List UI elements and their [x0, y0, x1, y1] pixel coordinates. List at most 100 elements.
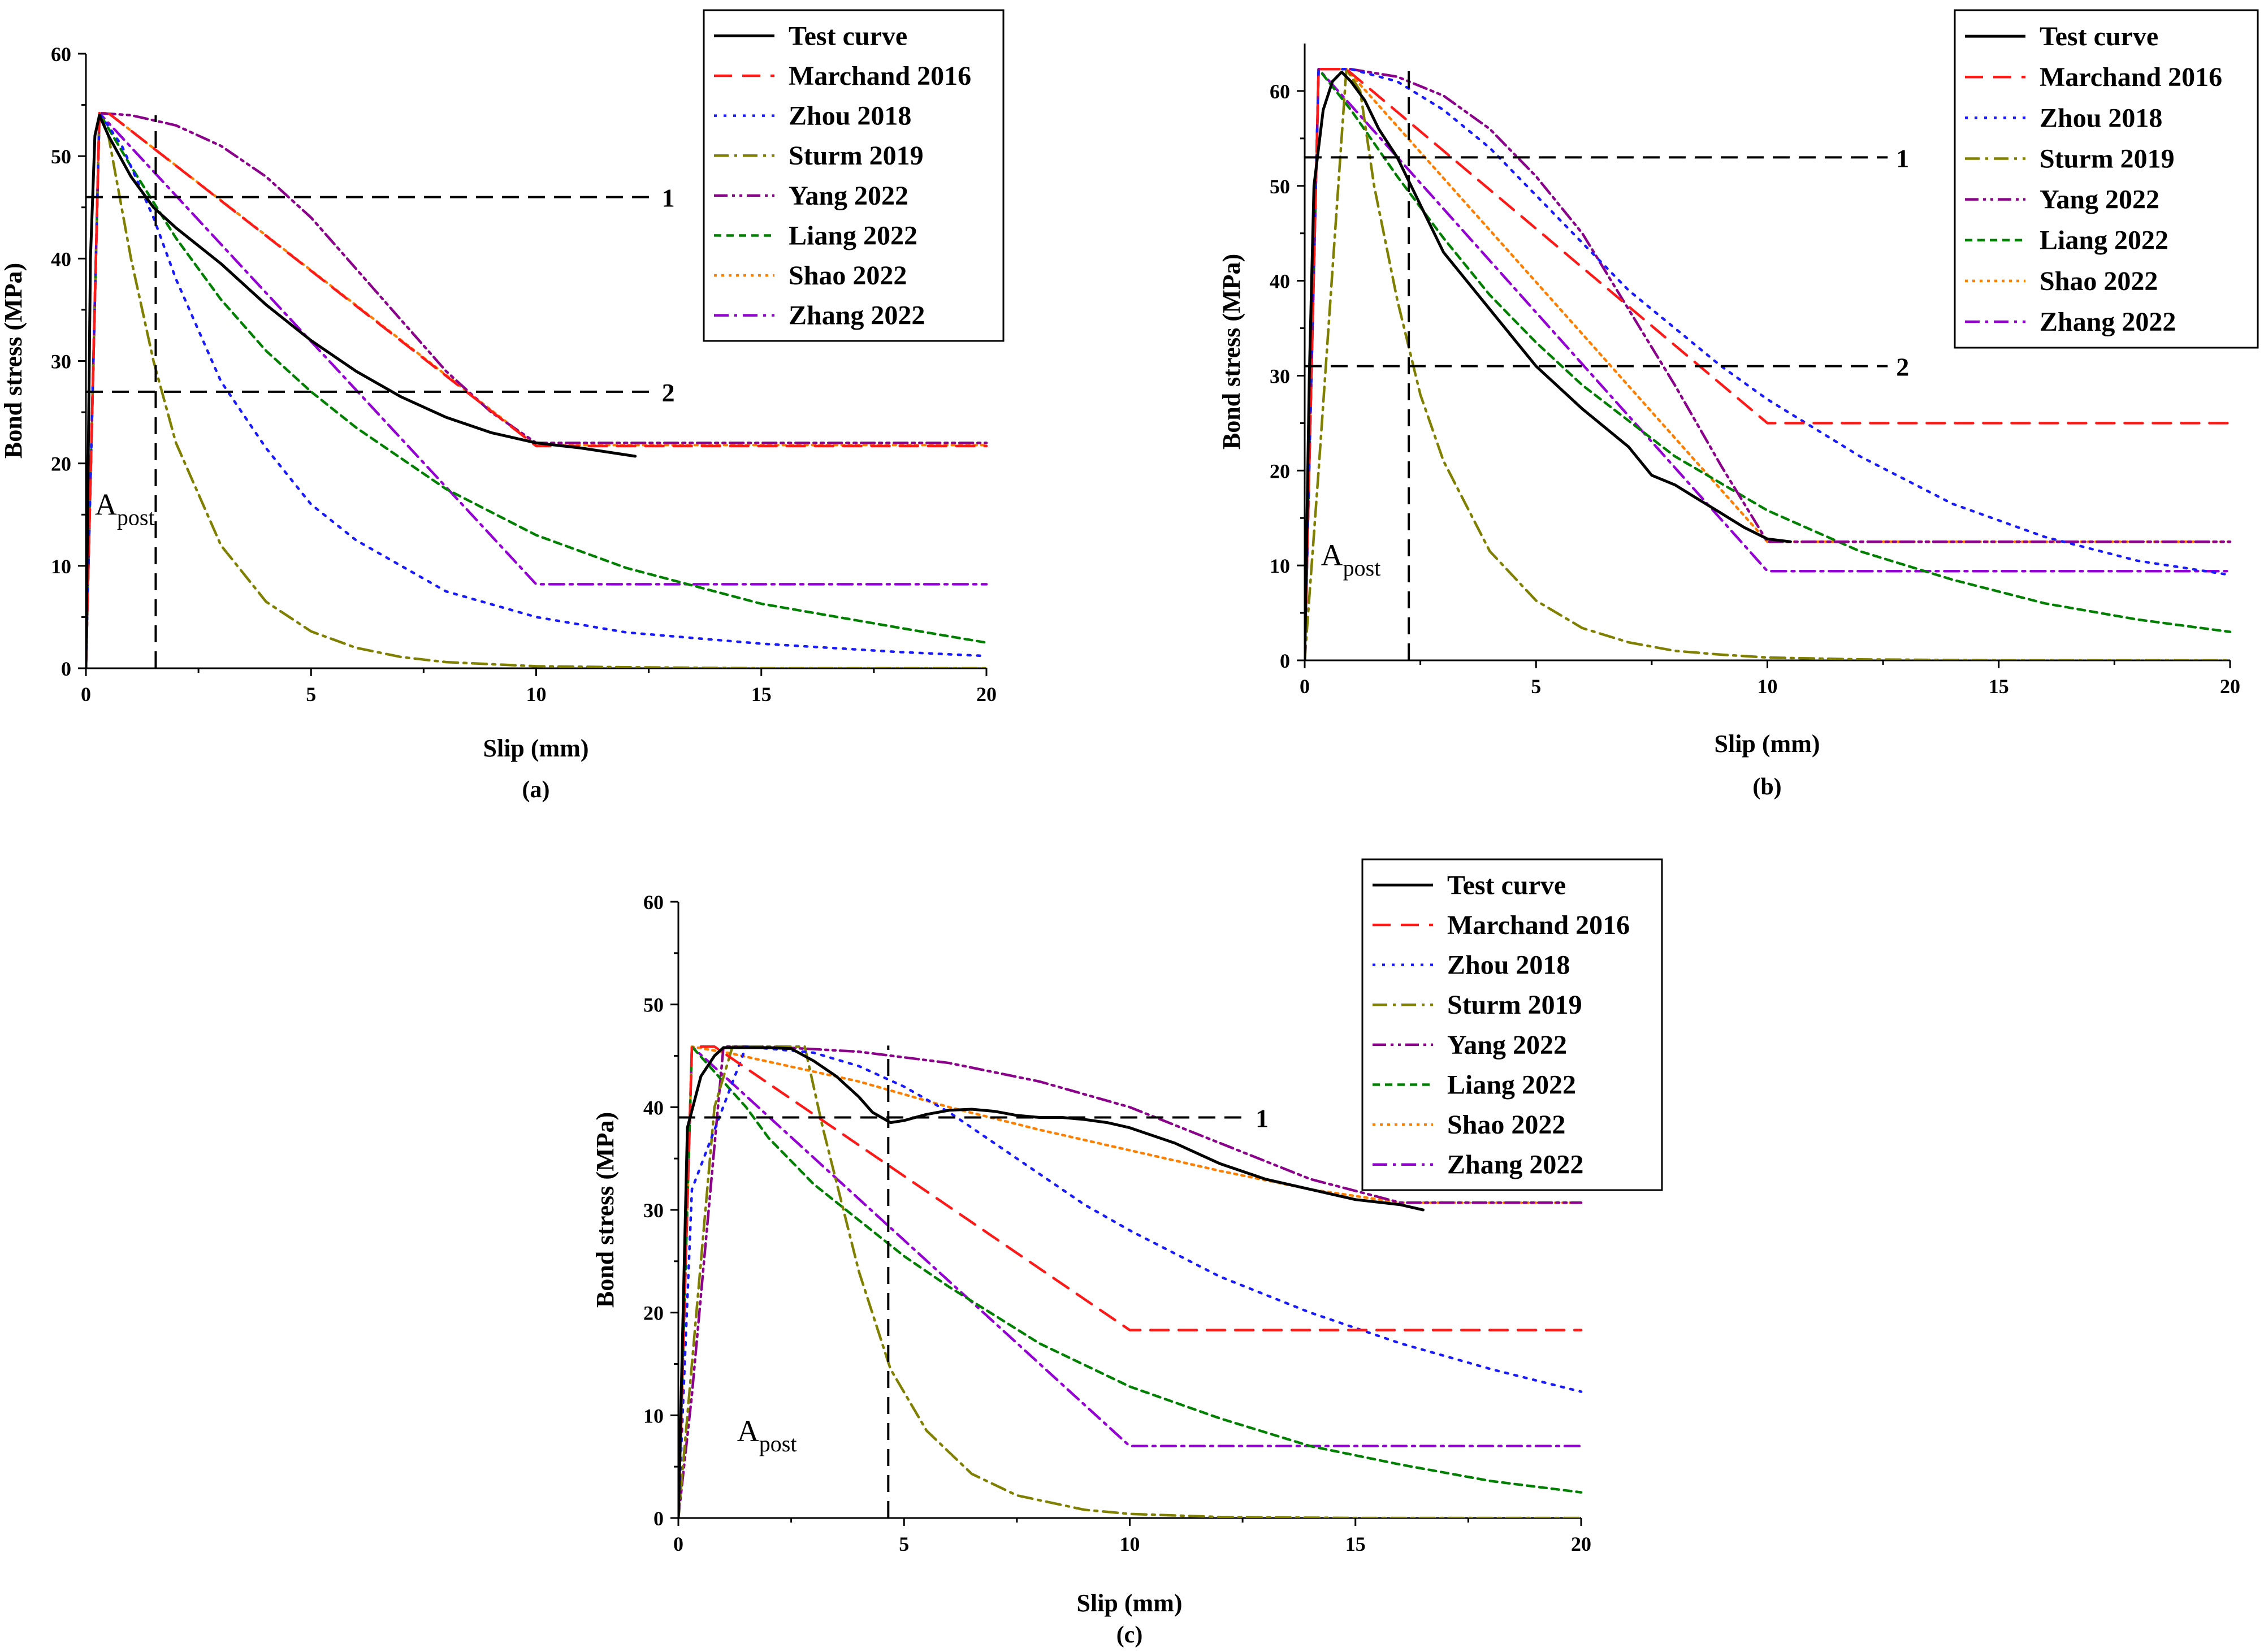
y-tick-label: 40 [1270, 270, 1290, 293]
series-test-curve [86, 114, 637, 668]
legend-label: Test curve [789, 21, 907, 51]
series-zhou-2018 [1305, 68, 2232, 660]
x-tick-label: 20 [2220, 675, 2240, 698]
chart-panel-2: 0 5 10 15 20 0 10 20 30 40 50 60 Slip (mm) Bond stres… [1218, 9, 2259, 800]
series-group [678, 1045, 1583, 1518]
y-tick-label: 40 [643, 1096, 664, 1119]
apost-annotation: Apost [737, 1414, 797, 1456]
reference-line-label: 1 [1256, 1104, 1269, 1133]
x-tick-label: 15 [1345, 1533, 1366, 1555]
legend-label: Zhang 2022 [789, 301, 925, 331]
series-sturm-2019 [678, 1045, 1583, 1518]
x-tick-label: 5 [1531, 675, 1541, 698]
apost-annotation: Apost [95, 487, 155, 530]
legend-label: Liang 2022 [1447, 1070, 1576, 1100]
y-tick-label: 20 [51, 453, 71, 475]
legend-label: Zhou 2018 [2040, 103, 2162, 133]
x-tick-label: 0 [1300, 675, 1310, 698]
y-axis-label: Bond stress (MPa) [1218, 254, 1245, 449]
legend-label: Marchand 2016 [789, 61, 971, 91]
apost-main: A [95, 487, 117, 521]
apost-subscript: post [1343, 555, 1381, 581]
series-sturm-2019 [1305, 68, 2232, 660]
y-tick-label: 60 [643, 891, 664, 914]
apost-subscript: post [117, 504, 155, 530]
legend: Test curve Marchand 2016 Zhou 2018 Sturm 20… [703, 9, 1005, 342]
chart-panel-3: 0 5 10 15 20 0 10 20 30 40 50 60 Slip (mm) Bond stres… [591, 858, 1663, 1648]
x-tick-label: 20 [1571, 1533, 1591, 1555]
x-tick-label: 10 [1757, 675, 1778, 698]
legend-label: Yang 2022 [1447, 1030, 1567, 1060]
panel-label: (c) [1116, 1622, 1143, 1648]
legend-label: Liang 2022 [789, 220, 917, 250]
legend: Test curve Marchand 2016 Zhou 2018 Sturm 20… [1361, 858, 1663, 1191]
reference-line-label: 2 [1896, 353, 1909, 382]
legend-label: Zhang 2022 [1447, 1150, 1583, 1180]
x-axis-label: Slip (mm) [483, 734, 589, 762]
legend-box [703, 9, 1005, 342]
series-test-curve [678, 1046, 1425, 1518]
series-yang-2022 [678, 1045, 1583, 1518]
legend-label: Yang 2022 [789, 181, 908, 211]
series-marchand-2016 [86, 111, 988, 668]
reference-line-label: 1 [662, 184, 675, 213]
x-axis-label: Slip (mm) [1715, 730, 1820, 758]
apost-annotation: Apost [1321, 538, 1381, 581]
panel-label: (b) [1752, 774, 1781, 800]
series-liang-2022 [678, 1045, 1583, 1518]
apost-subscript: post [759, 1431, 797, 1456]
x-tick-label: 5 [306, 683, 316, 706]
legend-label: Shao 2022 [1447, 1110, 1565, 1140]
legend-label: Sturm 2019 [2040, 144, 2175, 174]
y-tick-label: 0 [653, 1507, 664, 1530]
series-zhou-2018 [678, 1045, 1583, 1518]
apost-main: A [1321, 538, 1343, 572]
y-tick-label: 0 [1280, 650, 1290, 672]
x-tick-label: 15 [751, 683, 772, 706]
legend-label: Marchand 2016 [1447, 910, 1630, 940]
y-tick-label: 60 [51, 43, 71, 66]
legend-label: Test curve [1447, 870, 1566, 900]
y-tick-label: 20 [643, 1302, 664, 1325]
apost-main: A [737, 1414, 759, 1448]
x-tick-label: 5 [899, 1533, 909, 1555]
chart-panel-1: 0 5 10 15 20 0 10 20 30 40 50 60 Slip (mm) Bond stres… [0, 9, 1005, 803]
series-marchand-2016 [678, 1045, 1583, 1518]
y-tick-label: 50 [51, 145, 71, 168]
legend-label: Marchand 2016 [2040, 62, 2222, 92]
panel-label: (a) [522, 777, 550, 803]
series-liang-2022 [1305, 68, 2232, 660]
y-axis-label: Bond stress (MPa) [591, 1112, 619, 1308]
legend-label: Test curve [2040, 21, 2158, 51]
legend-box [1361, 858, 1663, 1191]
y-tick-label: 10 [1270, 555, 1290, 577]
y-tick-label: 40 [51, 248, 71, 270]
legend-label: Zhou 2018 [789, 101, 911, 131]
series-zhang-2022 [86, 111, 988, 668]
legend-box [1954, 9, 2259, 349]
y-tick-label: 50 [1270, 175, 1290, 198]
series-group [86, 111, 988, 668]
y-tick-label: 30 [1270, 365, 1290, 387]
y-tick-label: 10 [643, 1404, 664, 1427]
legend-label: Sturm 2019 [1447, 990, 1582, 1020]
x-tick-label: 0 [81, 683, 91, 706]
legend-label: Liang 2022 [2040, 226, 2168, 256]
y-tick-label: 30 [643, 1199, 664, 1222]
x-tick-label: 20 [976, 683, 997, 706]
legend: Test curve Marchand 2016 Zhou 2018 Sturm 20… [1954, 9, 2259, 349]
series-group [1305, 68, 2232, 660]
series-test-curve [1305, 70, 1792, 660]
x-tick-label: 0 [673, 1533, 683, 1555]
y-tick-label: 0 [61, 658, 71, 680]
x-tick-label: 15 [1989, 675, 2009, 698]
legend-label: Shao 2022 [2040, 266, 2158, 296]
legend-label: Zhang 2022 [2040, 307, 2176, 337]
x-tick-label: 10 [526, 683, 547, 706]
legend-label: Yang 2022 [2040, 185, 2159, 215]
y-axis-label: Bond stress (MPa) [0, 263, 27, 459]
y-tick-label: 30 [51, 351, 71, 373]
legend-label: Shao 2022 [789, 261, 907, 291]
legend-label: Sturm 2019 [789, 141, 924, 171]
